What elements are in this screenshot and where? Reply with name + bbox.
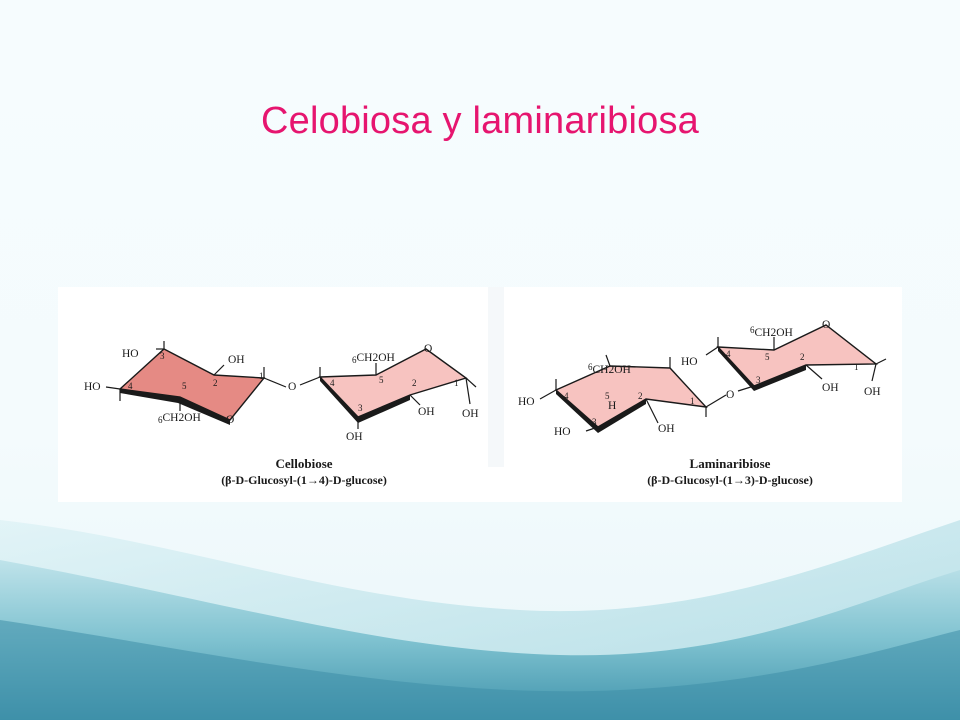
glycosidic-oxygen: O xyxy=(726,389,734,401)
carbon-number: 3 xyxy=(756,375,761,385)
cellobiose-structure: HO OH HO 6CH2OH O 3 2 1 4 5 O 6CH2OH O O… xyxy=(84,341,479,487)
carbon-number: 1 xyxy=(854,362,859,372)
label-ring-oxygen: O xyxy=(822,319,830,331)
label-oh: OH xyxy=(228,354,245,366)
label-ho: HO xyxy=(122,348,139,360)
laminaribiose-structure: 6CH2OH HO H HO OH 4 5 2 1 3 O HO 6CH2OH … xyxy=(518,319,887,487)
label-ch2oh: 6CH2OH xyxy=(352,352,395,365)
glycosidic-oxygen: O xyxy=(288,381,296,393)
carbon-number: 2 xyxy=(800,352,805,362)
disaccharide-figure: HO OH HO 6CH2OH O 3 2 1 4 5 O 6CH2OH O O… xyxy=(58,287,902,502)
carbon-number: 2 xyxy=(638,391,643,401)
carbon-number: 2 xyxy=(412,378,417,388)
cellobiose-linkage: (β-D-Glucosyl-(1→4)-D-glucose) xyxy=(221,473,387,487)
carbon-number: 3 xyxy=(358,403,363,413)
carbon-number: 4 xyxy=(330,378,335,388)
carbon-number: 4 xyxy=(564,391,569,401)
carbon-number: 3 xyxy=(592,417,597,427)
laminaribiose-linkage: (β-D-Glucosyl-(1→3)-D-glucose) xyxy=(647,473,813,487)
laminaribiose-name: Laminaribiose xyxy=(690,456,771,471)
carbon-number: 5 xyxy=(182,381,187,391)
label-oh: OH xyxy=(658,423,675,435)
carbon-number: 3 xyxy=(160,351,165,361)
cellobiose-name: Cellobiose xyxy=(275,456,332,471)
label-oh: OH xyxy=(346,431,363,443)
label-oh: OH xyxy=(418,406,435,418)
carbon-number: 5 xyxy=(605,391,610,401)
structure-drawing: HO OH HO 6CH2OH O 3 2 1 4 5 O 6CH2OH O O… xyxy=(84,287,887,487)
label-ho: HO xyxy=(681,356,698,368)
slide-title: Celobiosa y laminaribiosa xyxy=(261,100,699,142)
carbon-number: 5 xyxy=(765,352,770,362)
label-oh: OH xyxy=(864,386,881,398)
carbon-number: 1 xyxy=(690,396,695,406)
label-oh: OH xyxy=(462,408,479,420)
label-ch2oh: 6CH2OH xyxy=(588,362,631,376)
label-ring-oxygen: O xyxy=(226,414,234,426)
carbon-number: 1 xyxy=(259,371,264,381)
carbon-number: 4 xyxy=(128,381,133,391)
label-oh: OH xyxy=(822,382,839,394)
carbon-number: 2 xyxy=(213,378,218,388)
label-ch2oh: 6CH2OH xyxy=(158,412,201,425)
laminaribiose-ring1 xyxy=(554,365,708,428)
label-ho: HO xyxy=(554,426,571,438)
label-ho: HO xyxy=(518,396,535,408)
carbon-number: 5 xyxy=(379,375,384,385)
label-ring-oxygen: O xyxy=(424,343,432,355)
label-h: H xyxy=(608,400,616,412)
label-ch2oh: 6CH2OH xyxy=(750,325,793,339)
carbon-number: 4 xyxy=(726,349,731,359)
label-ho: HO xyxy=(84,381,101,393)
carbon-number: 1 xyxy=(454,378,459,388)
